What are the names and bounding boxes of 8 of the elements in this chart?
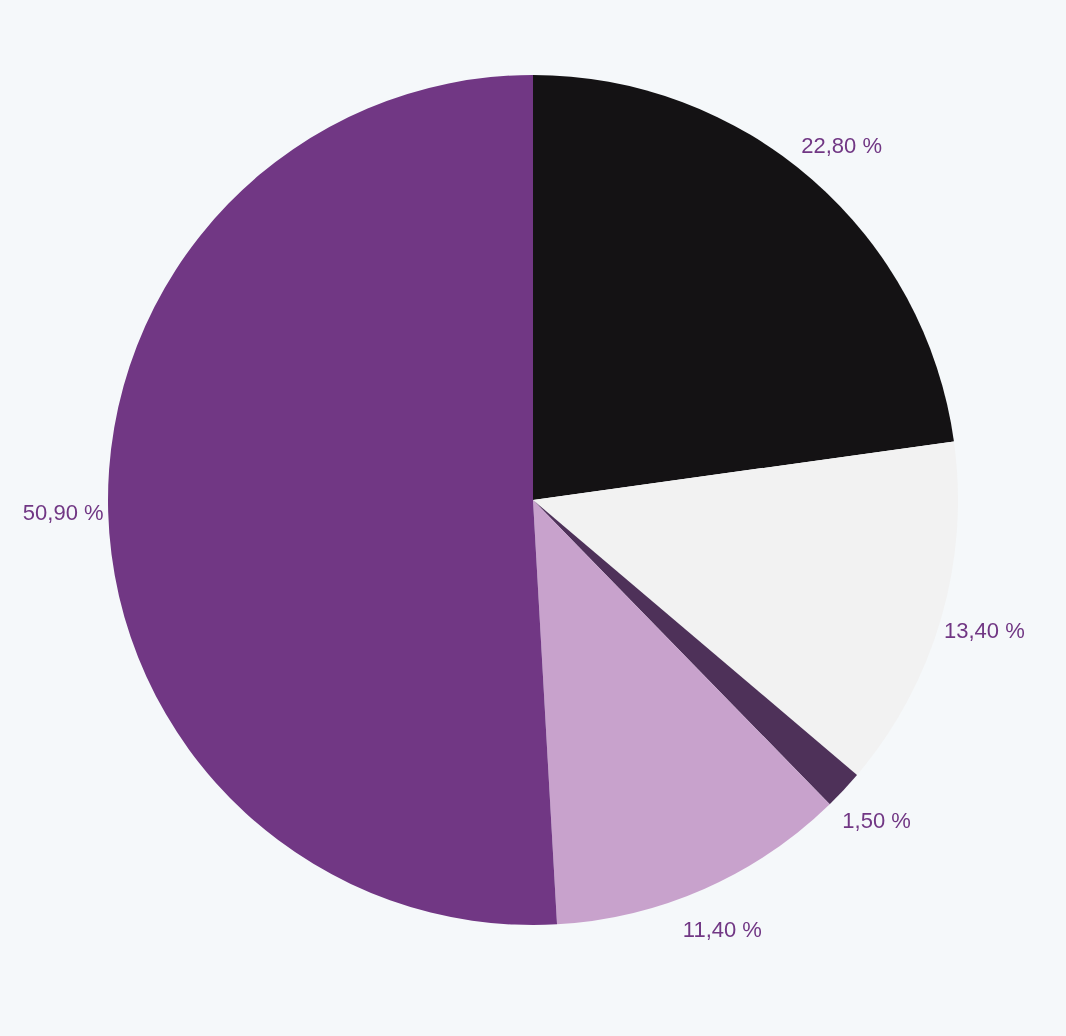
pie-slice: [533, 500, 858, 805]
data-label: 50,90 %: [22, 500, 104, 526]
data-label: 22,80 %: [801, 132, 882, 158]
pie-slice: [108, 75, 558, 925]
data-label: 11,40 %: [682, 917, 762, 943]
data-label: 13,40 %: [943, 618, 1025, 644]
pie-slice: [533, 75, 954, 500]
data-label: 1,50 %: [842, 807, 911, 833]
